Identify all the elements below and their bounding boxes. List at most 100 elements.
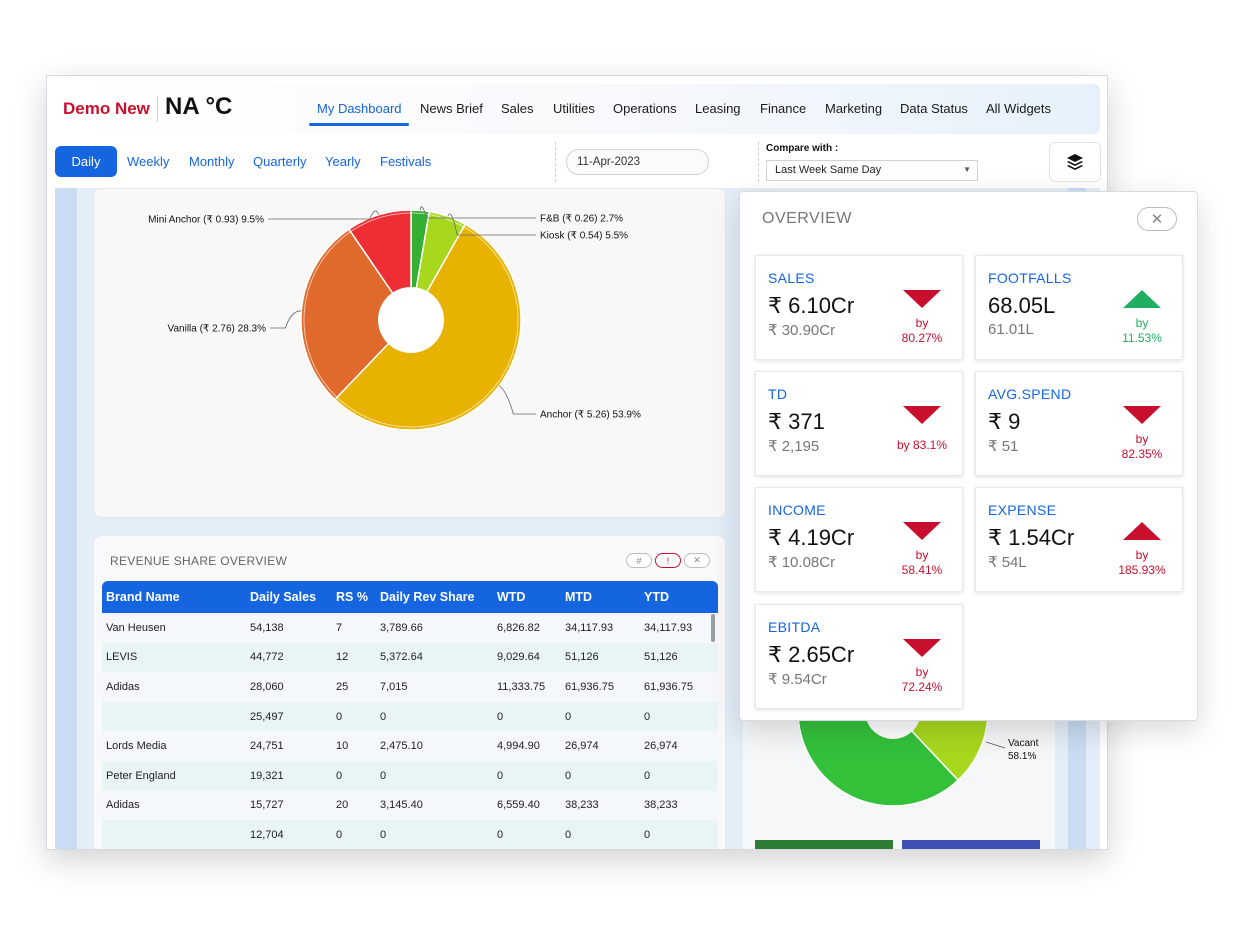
table-row[interactable]: Van Heusen 54,138 7 3,789.66 6,826.82 34,117.… [102,613,718,643]
table-row[interactable]: Adidas 15,727 20 3,145.40 6,559.40 38,233 38,2… [102,790,718,821]
trend-down-icon [903,406,941,424]
table-row[interactable]: Adidas 28,060 25 7,015 11,333.75 61,936.75 61,… [102,672,718,702]
kpi-compare-value: ₹ 2,195 [768,438,820,455]
kpi-card-expense[interactable]: EXPENSE ₹ 1.54Cr ₹ 54L by 185.93% [975,487,1183,592]
table-cell: 28,060 [250,680,284,693]
kpi-change: by 11.53% [1102,316,1182,346]
tab-all-widgets[interactable]: All Widgets [986,101,1052,116]
col-daily-rev-share[interactable]: Daily Rev Share [376,581,493,613]
kpi-value: ₹ 1.54Cr [988,525,1075,550]
table-cell: 0 [336,710,343,723]
brand-name: Demo New [63,99,150,118]
date-input[interactable] [566,149,709,175]
tab-operations[interactable]: Operations [613,101,677,116]
table-cell: 19,321 [250,769,284,782]
table-row[interactable]: 12,704 0 0 0 0 0 [102,820,718,849]
kpi-compare-value: ₹ 30.90Cr [768,322,836,339]
kpi-value: ₹ 2.65Cr [768,642,855,667]
tab-my-dashboard[interactable]: My Dashboard [317,101,402,116]
tab-marketing[interactable]: Marketing [825,101,883,116]
overview-close-button[interactable]: ✕ [1137,207,1177,231]
donut-slice-occupied[interactable] [870,718,989,782]
table-cell: 25 [336,680,349,693]
table-cell: Peter England [106,769,176,782]
col-rs-pct[interactable]: RS % [332,581,376,613]
table-cell: 44,772 [250,651,284,664]
kpi-label: INCOME [768,502,826,518]
pie-slice-vanilla[interactable] [300,228,412,401]
kpi-compare-value: 61.01L [988,321,1034,338]
donut-hole [865,718,921,739]
kpi-card-avg-spend[interactable]: AVG.SPEND ₹ 9 ₹ 51 by 82.35% [975,371,1183,476]
kpi-compare-value: ₹ 10.08Cr [768,554,836,571]
donut-slice-vacant[interactable] [797,718,960,807]
table-cell: Adidas [106,799,140,812]
period-festivals[interactable]: Festivals [380,154,432,169]
tab-data-status[interactable]: Data Status [900,101,968,116]
pie-label: Anchor (₹ 5.26) 53.9% [540,410,641,421]
kpi-card-td[interactable]: TD ₹ 371 ₹ 2,195 by 83.1% [755,371,963,476]
table-row[interactable]: 25,497 0 0 0 0 0 [102,701,718,732]
kpi-card-income[interactable]: INCOME ₹ 4.19Cr ₹ 10.08Cr by 58.41% [755,487,963,592]
tab-finance[interactable]: Finance [760,101,807,116]
table-cell: 26,974 [644,740,678,753]
kpi-change-line: 185.93% [1118,563,1166,577]
table-cell [102,820,246,849]
kpi-compare-value: ₹ 51 [988,438,1019,455]
tab-leasing[interactable]: Leasing [695,101,741,116]
left-gutter [55,188,77,849]
pie-hole [378,287,444,353]
tab-sales[interactable]: Sales [501,101,534,116]
period-weekly[interactable]: Weekly [127,154,170,169]
table-row[interactable]: LEVIS 44,772 12 5,372.64 9,029.64 51,126 51,12… [102,642,718,673]
occupancy-panel: Vacant 58.1% [743,718,1055,849]
col-ytd[interactable]: YTD [640,581,718,613]
kpi-card-footfalls[interactable]: FOOTFALLS 68.05L 61.01L by 11.53% [975,255,1183,360]
period-monthly[interactable]: Monthly [189,154,235,169]
table-cell: 4,994.90 [497,740,540,753]
compare-select[interactable]: Last Week Same Day ▼ [766,160,978,181]
alert-button[interactable]: ! [655,553,681,568]
col-brand-name[interactable]: Brand Name [102,581,246,613]
close-icon: ✕ [1150,211,1164,228]
brand-divider [157,96,158,122]
kpi-card-sales[interactable]: SALES ₹ 6.10Cr ₹ 30.90Cr by 80.27% [755,255,963,360]
period-daily-button[interactable]: Daily [55,146,117,177]
tab-utilities[interactable]: Utilities [553,101,595,116]
table-cell: 38,233 [644,799,678,812]
layers-button[interactable] [1049,142,1101,182]
close-widget-button[interactable]: ✕ [684,553,710,568]
pie-label: Vanilla (₹ 2.76) 28.3% [168,324,267,335]
pie-leader-line [268,210,379,220]
col-wtd[interactable]: WTD [493,581,561,613]
compare-select-value: Last Week Same Day [775,164,882,176]
period-quarterly[interactable]: Quarterly [253,154,307,169]
table-scrollbar[interactable] [711,614,715,642]
col-daily-sales[interactable]: Daily Sales [246,581,332,613]
table-cell: 15,727 [250,799,284,812]
table-cell: 24,751 [250,740,284,753]
table-cell: 51,126 [565,651,599,664]
kpi-value: ₹ 6.10Cr [768,293,855,318]
hash-button[interactable]: # [626,553,652,568]
occupancy-donut-chart: Vacant 58.1% [797,718,1039,807]
tab-news-brief[interactable]: News Brief [420,101,483,116]
kpi-change-line: by [915,548,929,562]
table-cell: 61,936.75 [565,680,614,693]
table-row[interactable]: Peter England 19,321 0 0 0 0 0 [102,760,718,791]
table-cell: Van Heusen [106,621,166,634]
kpi-change-line: 80.27% [901,331,943,345]
pie-inner-ring [303,212,519,428]
kpi-change: by 72.24% [882,665,962,695]
col-mtd[interactable]: MTD [561,581,640,613]
pie-label: Mini Anchor (₹ 0.93) 9.5% [148,215,264,226]
kpi-compare-value: ₹ 9.54Cr [768,671,827,688]
kpi-value: 68.05L [988,293,1056,318]
kpi-change-line: 11.53% [1122,331,1162,345]
table-cell: 0 [497,828,504,841]
period-yearly[interactable]: Yearly [325,154,361,169]
kpi-card-ebitda[interactable]: EBITDA ₹ 2.65Cr ₹ 9.54Cr by 72.24% [755,604,963,709]
table-cell: 7 [336,621,343,634]
table-cell: 2,475.10 [380,740,423,753]
table-row[interactable]: Lords Media 24,751 10 2,475.10 4,994.90 26,97… [102,731,718,761]
